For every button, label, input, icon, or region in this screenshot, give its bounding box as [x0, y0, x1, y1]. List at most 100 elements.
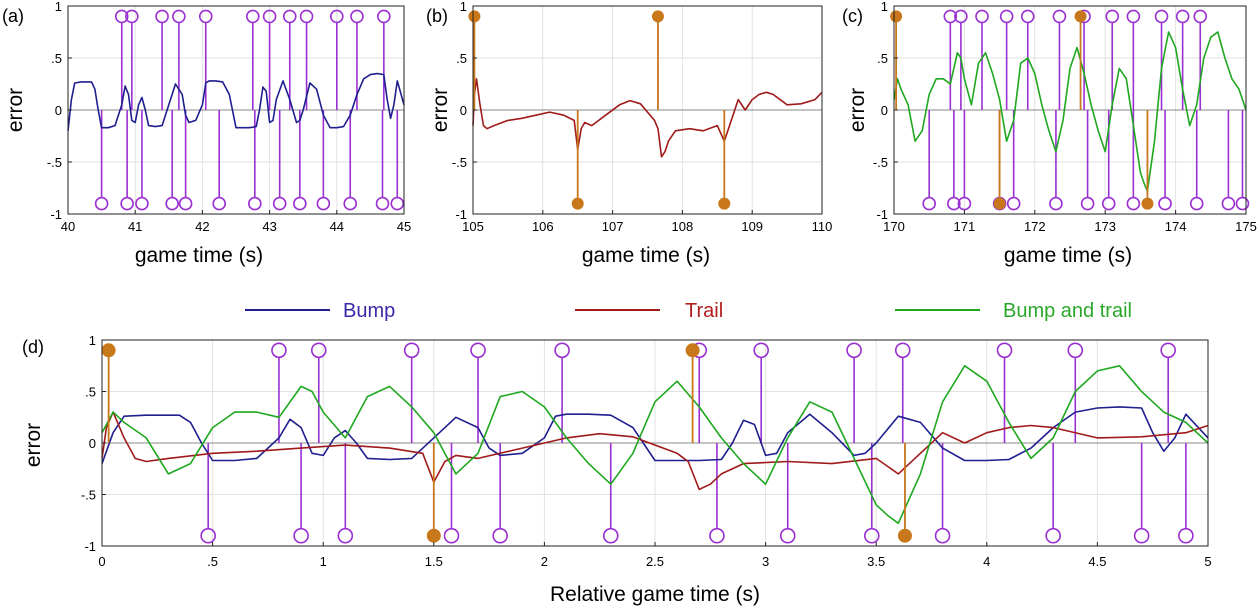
- panel-a-marker-purple-down: [94, 196, 109, 211]
- panel-d-marker-purple-up: [753, 342, 769, 359]
- panel-b-ytick-label: .5: [456, 51, 467, 66]
- panel-d-marker-purple-up: [996, 342, 1013, 359]
- panel-c-marker-purple-up: [1126, 9, 1141, 24]
- panel-a-series-bump: [67, 72, 405, 131]
- panel-c-marker-purple-down: [1080, 196, 1095, 211]
- panel-c-marker-purple-down: [1235, 196, 1250, 211]
- panel-b-ytick-label: 1: [460, 0, 467, 14]
- panel-a-label: (a): [2, 6, 24, 26]
- panel-c-marker-purple-up: [1020, 9, 1035, 24]
- panel-b-ytick-label: -1: [455, 207, 467, 222]
- panel-c-marker-purple-down: [1189, 196, 1204, 211]
- panel-a-xtick-label: 44: [330, 219, 344, 234]
- panel-c-marker-purple-up: [975, 9, 989, 24]
- panel-c-marker-purple-up: [954, 9, 968, 24]
- panel-d-xtick-label: 2: [541, 554, 548, 569]
- panel-a-marker-purple-down: [272, 196, 287, 211]
- panel-c-ylabel: error: [846, 88, 869, 132]
- panel-d-marker-purple-up: [894, 342, 911, 359]
- panel-d-series-trail: [101, 411, 1209, 491]
- panel-a-marker-purple-down: [390, 196, 405, 211]
- panel-b-marker-orange-down: [571, 197, 584, 210]
- panel-d-marker-purple-down: [934, 527, 951, 544]
- panel-b: (b) game time (s) error 105 106 107 108 109 1…: [426, 0, 832, 267]
- legend-bump-and-trail-text: Bump and trail: [1003, 300, 1132, 322]
- panel-d-ylabel: error: [22, 423, 45, 467]
- panel-c: (c) game time (s) error 170 171 172 173 174 1…: [842, 0, 1257, 267]
- panel-d-marker-purple-down: [293, 527, 309, 544]
- panel-d-marker-purple-down: [709, 527, 725, 544]
- panel-c-marker-purple-up: [1052, 9, 1067, 24]
- panel-a-marker-purple-down: [178, 196, 193, 211]
- panel-c-ytick-label: -.5: [873, 155, 888, 170]
- panel-c-marker-purple-down: [1006, 196, 1021, 211]
- panel-d-xtick-label: 3: [762, 554, 769, 569]
- panel-c-marker-purple-up: [1175, 9, 1190, 24]
- panel-a-marker-purple-up: [246, 9, 260, 24]
- panel-c-marker-orange-up: [1074, 10, 1087, 23]
- panel-a-marker-purple-down: [316, 196, 331, 211]
- panel-d-marker-purple-down: [602, 527, 619, 544]
- panel-a-ytick-label: .5: [51, 51, 62, 66]
- panel-c-marker-purple-up: [1193, 9, 1208, 24]
- panel-d-series-bump-and-trail: [101, 364, 1209, 525]
- panel-c-xtick-label: 174: [1165, 219, 1187, 234]
- panel-c-marker-purple-down: [1049, 196, 1063, 211]
- panel-a-marker-purple-down: [212, 196, 226, 211]
- panel-a-marker-purple-down: [293, 196, 307, 211]
- panel-d-marker-purple-up: [554, 342, 570, 359]
- panel-b-xtick-label: 109: [741, 219, 763, 234]
- panel-b-xlabel: game time (s): [582, 244, 710, 267]
- panel-d-marker-purple-up: [1067, 342, 1084, 359]
- panel-c-marker-purple-up: [1105, 9, 1120, 24]
- panel-a-marker-purple-up: [329, 9, 344, 24]
- panel-d-marker-purple-down: [443, 527, 460, 544]
- panel-a-marker-purple-up: [125, 9, 139, 24]
- panel-a-xtick-label: 40: [61, 219, 75, 234]
- panel-c-series-bump-and-trail: [893, 31, 1247, 192]
- panel-d-marker-purple-up: [846, 342, 862, 359]
- panel-a-xlabel: game time (s): [135, 244, 263, 267]
- panel-c-label: (c): [842, 6, 863, 26]
- panel-d-series-bump: [101, 406, 1209, 464]
- panel-a-ylabel: error: [4, 88, 27, 132]
- panel-d-marker-orange-down: [897, 528, 912, 543]
- panel-a-xtick-label: 41: [128, 219, 142, 234]
- panel-b-xtick-label: 106: [532, 219, 554, 234]
- panel-d-marker-purple-down: [1045, 527, 1061, 544]
- panel-d-xtick-label: 4.5: [1088, 554, 1106, 569]
- panel-c-xlabel: game time (s): [1004, 244, 1132, 267]
- panel-c-ytick-label: -1: [876, 207, 888, 222]
- panel-d-label: (d): [22, 337, 44, 357]
- panel-a-ytick-label: 0: [55, 103, 62, 118]
- panel-d-marker-purple-down: [863, 527, 880, 544]
- panel-d-xtick-label: 3.5: [867, 554, 885, 569]
- panel-b-marker-orange-up: [468, 10, 481, 23]
- panel-c-ytick-label: 0: [881, 103, 888, 118]
- panel-a-marker-purple-up: [377, 9, 391, 24]
- panel-a-marker-purple-down: [135, 196, 149, 211]
- panel-d-marker-purple-down: [1178, 527, 1194, 544]
- panel-c-marker-purple-down: [1101, 196, 1116, 211]
- panel-a-ytick-label: -.5: [47, 155, 62, 170]
- panel-a-ytick-label: -1: [50, 207, 62, 222]
- panel-b-label: (b): [426, 6, 448, 26]
- panel-b-marker-orange-down: [718, 197, 731, 210]
- panel-c-marker-purple-down: [1126, 196, 1141, 211]
- panel-a-marker-purple-down: [375, 196, 390, 211]
- panel-c-marker-purple-up: [1154, 9, 1169, 24]
- panel-c-marker-purple-down: [1158, 196, 1172, 211]
- panel-c-marker-purple-down: [957, 196, 972, 211]
- panel-a-xtick-label: 42: [195, 219, 209, 234]
- panel-d-marker-purple-down: [337, 527, 354, 544]
- panel-c-marker-purple-up: [999, 9, 1014, 24]
- panel-d-xtick-label: 1: [320, 554, 327, 569]
- panel-d-ytick-label: -1: [84, 539, 96, 554]
- panel-d-xtick-label: 0: [98, 554, 105, 569]
- panel-d-xtick-label: 5: [1204, 554, 1211, 569]
- panel-d-marker-orange-up: [101, 343, 116, 358]
- panel-b-ylabel: error: [429, 88, 452, 132]
- panel-a: (a) game time (s) error 40 41 42 43 44 45 -1 -.…: [2, 0, 411, 267]
- panel-d-xtick-label: .5: [207, 554, 218, 569]
- panel-d: (d) Relative game time (s) error 0.5 1 1.5…: [22, 333, 1212, 606]
